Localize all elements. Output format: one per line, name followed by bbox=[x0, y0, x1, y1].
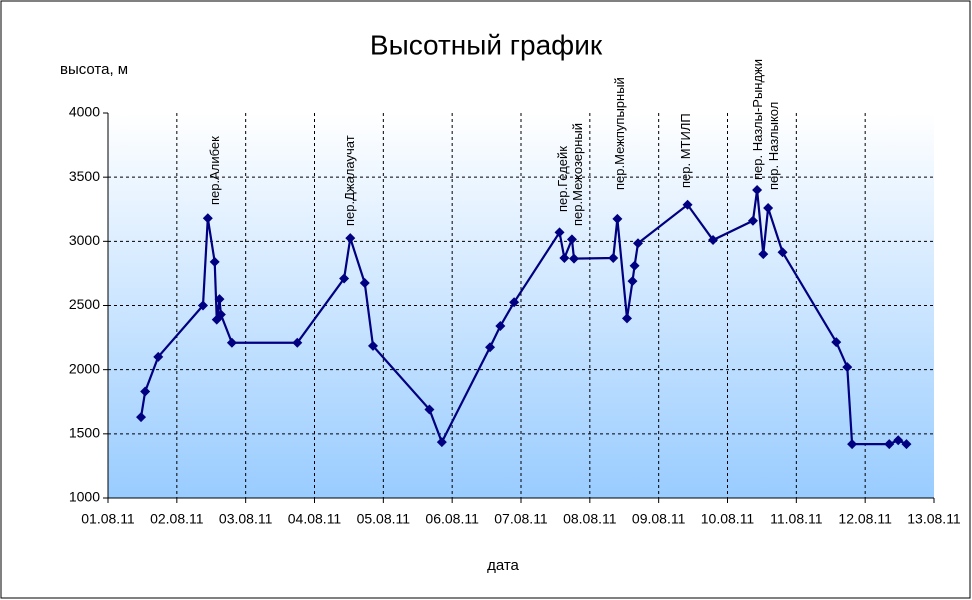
y-tick-label: 4000 bbox=[69, 104, 100, 120]
y-tick-label: 1500 bbox=[69, 425, 100, 441]
x-axis-label: дата bbox=[487, 557, 519, 574]
x-tick-label: 01.08.11 bbox=[81, 511, 135, 527]
marker bbox=[424, 404, 435, 415]
marker bbox=[292, 337, 303, 348]
x-tick-label: 06.08.11 bbox=[425, 511, 479, 527]
y-tick-label: 3500 bbox=[69, 168, 100, 184]
marker bbox=[197, 300, 208, 311]
marker bbox=[708, 235, 719, 246]
marker bbox=[633, 238, 644, 249]
chart-title: Высотный график bbox=[370, 29, 603, 60]
marker bbox=[214, 294, 225, 305]
pass-annotation: пер. Назлы-Рынджи bbox=[750, 59, 765, 180]
x-tick-label: 04.08.11 bbox=[288, 511, 342, 527]
y-axis-label: высота, м bbox=[60, 61, 128, 78]
marker bbox=[209, 256, 220, 267]
marker bbox=[752, 185, 763, 195]
y-tick-label: 2000 bbox=[69, 360, 100, 376]
pass-annotation: пер.Алибек bbox=[207, 136, 222, 205]
marker bbox=[682, 199, 693, 210]
marker bbox=[436, 437, 447, 448]
marker bbox=[777, 247, 788, 258]
x-tick-label: 11.08.11 bbox=[770, 511, 823, 527]
marker bbox=[758, 249, 769, 260]
marker bbox=[495, 321, 506, 332]
pass-annotation: пер. Назлыкол bbox=[766, 102, 781, 190]
marker bbox=[622, 313, 633, 324]
y-tick-label: 3000 bbox=[69, 232, 100, 248]
marker bbox=[202, 213, 213, 224]
marker bbox=[627, 276, 638, 287]
marker bbox=[569, 253, 580, 264]
x-tick-label: 08.08.11 bbox=[563, 511, 617, 527]
x-tick-label: 07.08.11 bbox=[494, 511, 548, 527]
marker bbox=[554, 227, 565, 238]
marker bbox=[485, 342, 496, 353]
y-tick-label: 2500 bbox=[69, 296, 100, 312]
marker bbox=[153, 351, 164, 362]
x-tick-label: 09.08.11 bbox=[632, 511, 686, 527]
marker bbox=[509, 297, 520, 308]
x-tick-label: 12.08.11 bbox=[838, 511, 892, 527]
marker bbox=[339, 273, 350, 284]
marker bbox=[612, 213, 623, 224]
x-tick-label: 02.08.11 bbox=[150, 511, 204, 527]
marker bbox=[215, 309, 226, 320]
pass-annotation: пер.Гедейк bbox=[555, 146, 570, 212]
marker bbox=[831, 337, 842, 348]
marker bbox=[140, 386, 151, 397]
marker bbox=[608, 253, 619, 264]
marker bbox=[559, 253, 570, 264]
marker bbox=[747, 215, 758, 226]
marker bbox=[359, 278, 370, 289]
x-tick-label: 13.08.11 bbox=[907, 511, 961, 527]
x-tick-label: 10.08.11 bbox=[701, 511, 755, 527]
pass-annotation: пер.Межозерный bbox=[570, 123, 585, 226]
pass-annotation: пер. МТИЛП bbox=[678, 113, 693, 188]
pass-annotation: пер.Джалаучат bbox=[342, 135, 357, 226]
pass-annotation: пер.Межпупырный bbox=[612, 77, 627, 190]
marker bbox=[901, 439, 912, 450]
y-tick-label: 1000 bbox=[69, 489, 100, 505]
marker bbox=[136, 412, 147, 423]
marker bbox=[884, 439, 895, 450]
marker bbox=[893, 435, 904, 446]
marker bbox=[566, 234, 577, 245]
marker bbox=[368, 340, 379, 351]
x-tick-label: 05.08.11 bbox=[357, 511, 411, 527]
marker bbox=[226, 337, 237, 348]
marker bbox=[847, 439, 858, 450]
marker bbox=[345, 233, 356, 244]
x-tick-label: 03.08.11 bbox=[219, 511, 273, 527]
marker bbox=[842, 362, 853, 373]
marker bbox=[763, 202, 774, 213]
marker bbox=[629, 260, 640, 271]
